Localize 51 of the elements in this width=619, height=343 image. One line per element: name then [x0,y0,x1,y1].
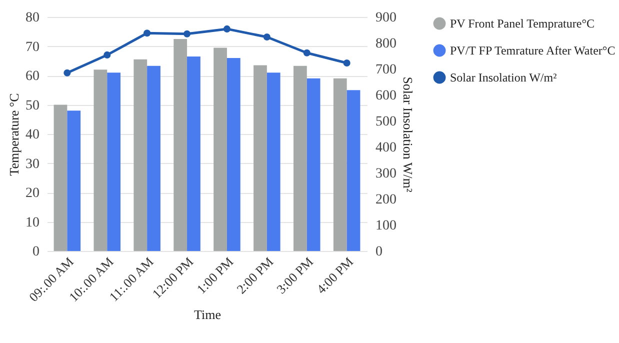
point [263,33,270,41]
bar [94,70,108,251]
x-axis-title: Time [194,307,222,322]
y-tick-label: 50 [26,98,40,114]
bar [134,59,148,251]
bar [214,48,227,251]
x-tick-label: 1:00 PM [194,254,236,297]
bar [306,78,320,251]
y2-tick-label: 500 [376,114,396,130]
bar [54,104,68,251]
bar [266,72,280,251]
y2-tick-label: 200 [376,192,396,208]
y2-tick-label: 900 [376,10,396,26]
bar [333,78,347,251]
y-tick-label: 40 [26,128,40,142]
x-tick-label: 2:00 PM [234,254,276,297]
y2-axis-title: Solar Insolation W/m² [400,76,416,192]
y-tick-label: 20 [26,186,40,201]
y-tick-label: 30 [26,156,40,172]
bar [187,56,200,251]
point [223,25,231,32]
bar [254,65,267,251]
y-tick-label: 80 [26,10,40,26]
point [303,49,310,56]
y2-tick-label: 400 [376,140,396,156]
bar [174,38,188,251]
point [343,59,350,67]
point [64,69,71,76]
y2-tick-label: 100 [376,218,396,234]
y2-tick-label: 0 [376,244,382,260]
legend-label: Solar Insolation W/m² [450,70,558,84]
y-axis-title: Temperature °C [6,93,22,176]
legend-label: PV Front Panel Temprature°C [450,16,595,30]
y2-tick-label: 300 [376,166,396,182]
bar [107,72,121,251]
bar [346,90,360,251]
point [183,30,191,38]
bar [293,66,307,251]
y2-tick-label: 700 [376,62,396,78]
bar [147,66,160,251]
legend-label: PV/T FP Temrature After Water°C [450,44,616,58]
bar [67,110,81,251]
point [144,30,151,37]
point [104,51,111,58]
y-tick-label: 0 [32,244,40,260]
y-tick-label: 60 [26,69,40,84]
y2-tick-label: 800 [376,36,396,52]
y2-tick-label: 600 [376,88,396,104]
bar [226,58,240,251]
y-tick-label: 70 [26,40,40,55]
y-tick-label: 10 [26,215,40,230]
